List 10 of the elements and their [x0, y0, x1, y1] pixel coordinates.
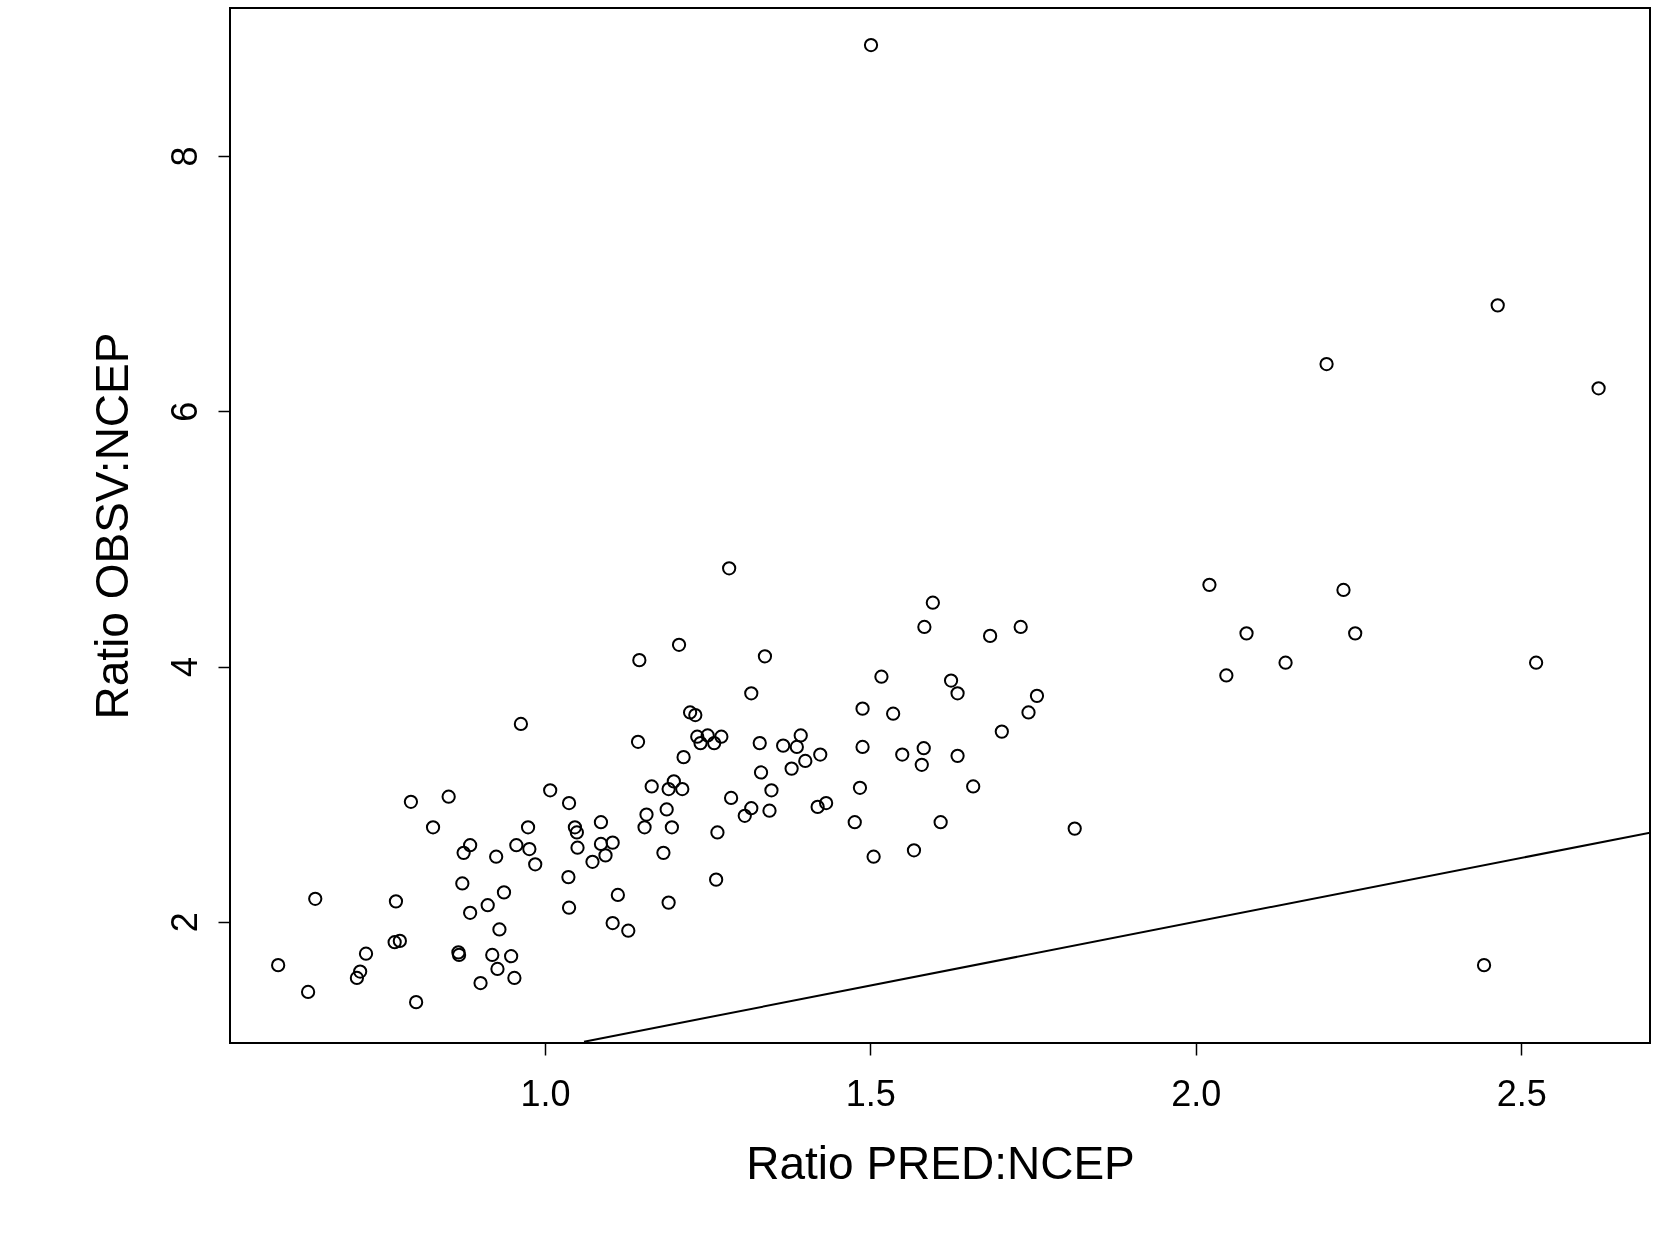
x-tick-label: 1.0 — [520, 1072, 571, 1114]
x-tick-label: 2.0 — [1171, 1072, 1222, 1114]
x-tick-label: 1.5 — [845, 1072, 896, 1114]
y-tick-label: 8 — [163, 146, 205, 167]
y-tick-label: 2 — [163, 912, 205, 933]
y-axis-title: Ratio OBSV:NCEP — [85, 332, 138, 720]
x-tick-label: 2.5 — [1496, 1072, 1547, 1114]
y-tick-label: 4 — [163, 657, 205, 678]
y-tick-label: 6 — [163, 401, 205, 422]
x-axis-title: Ratio PRED:NCEP — [746, 1136, 1135, 1189]
